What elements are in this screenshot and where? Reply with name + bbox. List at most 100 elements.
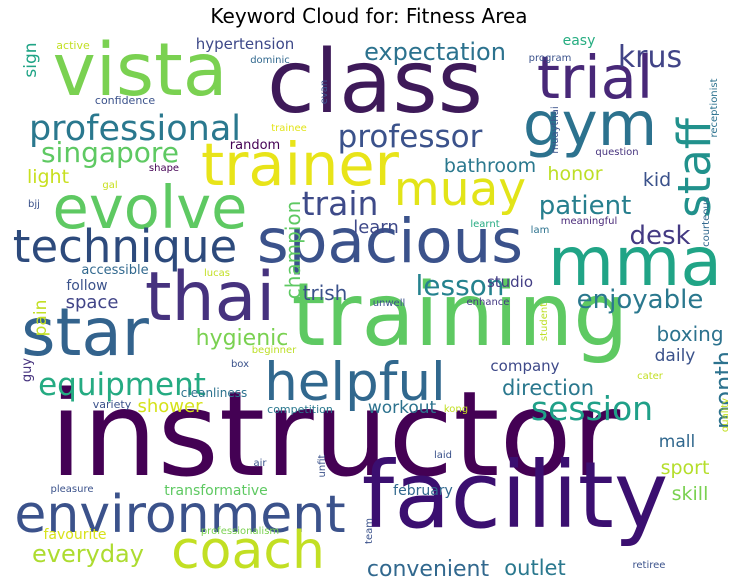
word-muaythai: muaythai [550, 106, 561, 153]
word-follow: follow [66, 278, 107, 294]
word-technique: technique [13, 220, 237, 273]
word-train: train [302, 184, 379, 223]
word-mma: mma [548, 223, 722, 302]
word-shower: shower [138, 396, 204, 417]
word-shape: shape [149, 163, 179, 174]
word-gal: gal [102, 180, 117, 191]
word-random: random [230, 138, 280, 153]
word-enhance: enhance [467, 297, 510, 308]
word-learnt: learnt [470, 219, 499, 230]
word-quality: quality [720, 398, 728, 432]
word-convenient: convenient [367, 557, 490, 580]
word-bathroom: bathroom [444, 155, 536, 177]
word-guy: guy [20, 358, 35, 382]
word-hygienic: hygienic [196, 326, 289, 351]
word-skill: skill [672, 483, 709, 505]
word-daily: daily [655, 346, 696, 366]
word-helpful: helpful [264, 352, 446, 413]
word-variety: variety [93, 398, 132, 411]
word-light: light [27, 166, 69, 188]
word-active: active [56, 39, 90, 52]
word-february: february [393, 483, 453, 499]
word-confidence: confidence [95, 94, 155, 107]
word-equipment: equipment [38, 367, 206, 403]
word-receptionist: receptionist [709, 78, 720, 137]
word-laid: laid [434, 450, 452, 461]
word-transformative: transformative [164, 483, 268, 499]
word-meaningful: meaningful [561, 216, 617, 227]
word-professor: professor [338, 119, 483, 155]
word-competition: competition [267, 403, 333, 416]
word-courteous: courteous [701, 197, 712, 247]
word-space: space [66, 292, 119, 313]
word-staff: staff [668, 117, 721, 218]
word-mall: mall [659, 432, 695, 452]
word-training: training [291, 264, 628, 366]
word-kid: kid [643, 169, 671, 191]
word-vista: vista [53, 35, 228, 113]
word-boxing: boxing [656, 322, 723, 346]
word-session: session [531, 389, 653, 428]
chart-title: Keyword Cloud for: Fitness Area [210, 4, 528, 28]
word-singapore: singapore [41, 136, 179, 169]
word-easy: easy [563, 35, 596, 49]
word-facility: facility [362, 442, 669, 549]
word-environment: environment [14, 485, 345, 545]
word-honor: honor [547, 163, 602, 185]
word-beginner: beginner [252, 345, 297, 356]
word-lucas: lucas [204, 268, 230, 279]
word-expectation: expectation [364, 38, 506, 66]
word-kong: kong [444, 404, 468, 415]
word-pain: pain [31, 300, 51, 337]
word-lam: lam [531, 225, 550, 236]
word-class: class [267, 35, 483, 133]
word-trish: trish [303, 281, 348, 305]
word-box: box [231, 359, 249, 370]
word-hypertension: hypertension [196, 35, 295, 53]
word-star: star [21, 294, 150, 371]
word-learn: learn [353, 217, 399, 238]
word-enjoyable: enjoyable [577, 285, 704, 315]
word-everyday: everyday [32, 540, 144, 568]
word-retiree: retiree [633, 560, 666, 571]
word-thai: thai [145, 258, 275, 337]
word-company: company [490, 357, 559, 375]
word-cater: cater [637, 371, 664, 382]
word-trainee: trainee [271, 123, 307, 134]
word-coach: coach [171, 521, 325, 580]
word-air: air [253, 458, 267, 469]
word-accessible: accessible [81, 263, 148, 278]
word-program: program [529, 53, 572, 64]
word-desk: desk [629, 221, 690, 251]
word-cleanliness: cleanliness [181, 386, 247, 400]
word-favourite: favourite [44, 527, 107, 543]
word-team: team [364, 518, 375, 544]
word-outlet: outlet [504, 556, 565, 580]
word-spacious: spacious [257, 206, 523, 277]
word-muay: muay [394, 162, 526, 217]
word-month: month [710, 351, 728, 429]
word-trainer: trainer [201, 130, 400, 199]
word-sport: sport [661, 457, 710, 479]
word-dominic: dominic [250, 55, 290, 66]
word-direction: direction [502, 376, 594, 400]
word-instructor: instructor [50, 365, 621, 503]
word-workout: workout [368, 398, 437, 418]
word-patient: patient [539, 191, 632, 221]
word-studio: studio [487, 273, 533, 291]
word-professional: professional [29, 109, 241, 149]
word-unfit: unfit [317, 454, 328, 477]
word-trial: trial [537, 43, 653, 112]
word-evolve: evolve [53, 173, 248, 242]
word-sign: sign [21, 42, 41, 77]
word-gym: gym [523, 89, 657, 160]
word-unwell: unwell [373, 298, 406, 309]
word-student: student [539, 303, 550, 341]
word-champion: champion [281, 201, 305, 300]
word-pleasure: pleasure [51, 484, 94, 495]
word-bjj: bjj [28, 199, 40, 210]
word-professionalism: professionalism [201, 526, 279, 537]
word-question: question [595, 147, 638, 158]
word-evan: evan [319, 80, 330, 105]
word-krus: krus [618, 40, 682, 75]
